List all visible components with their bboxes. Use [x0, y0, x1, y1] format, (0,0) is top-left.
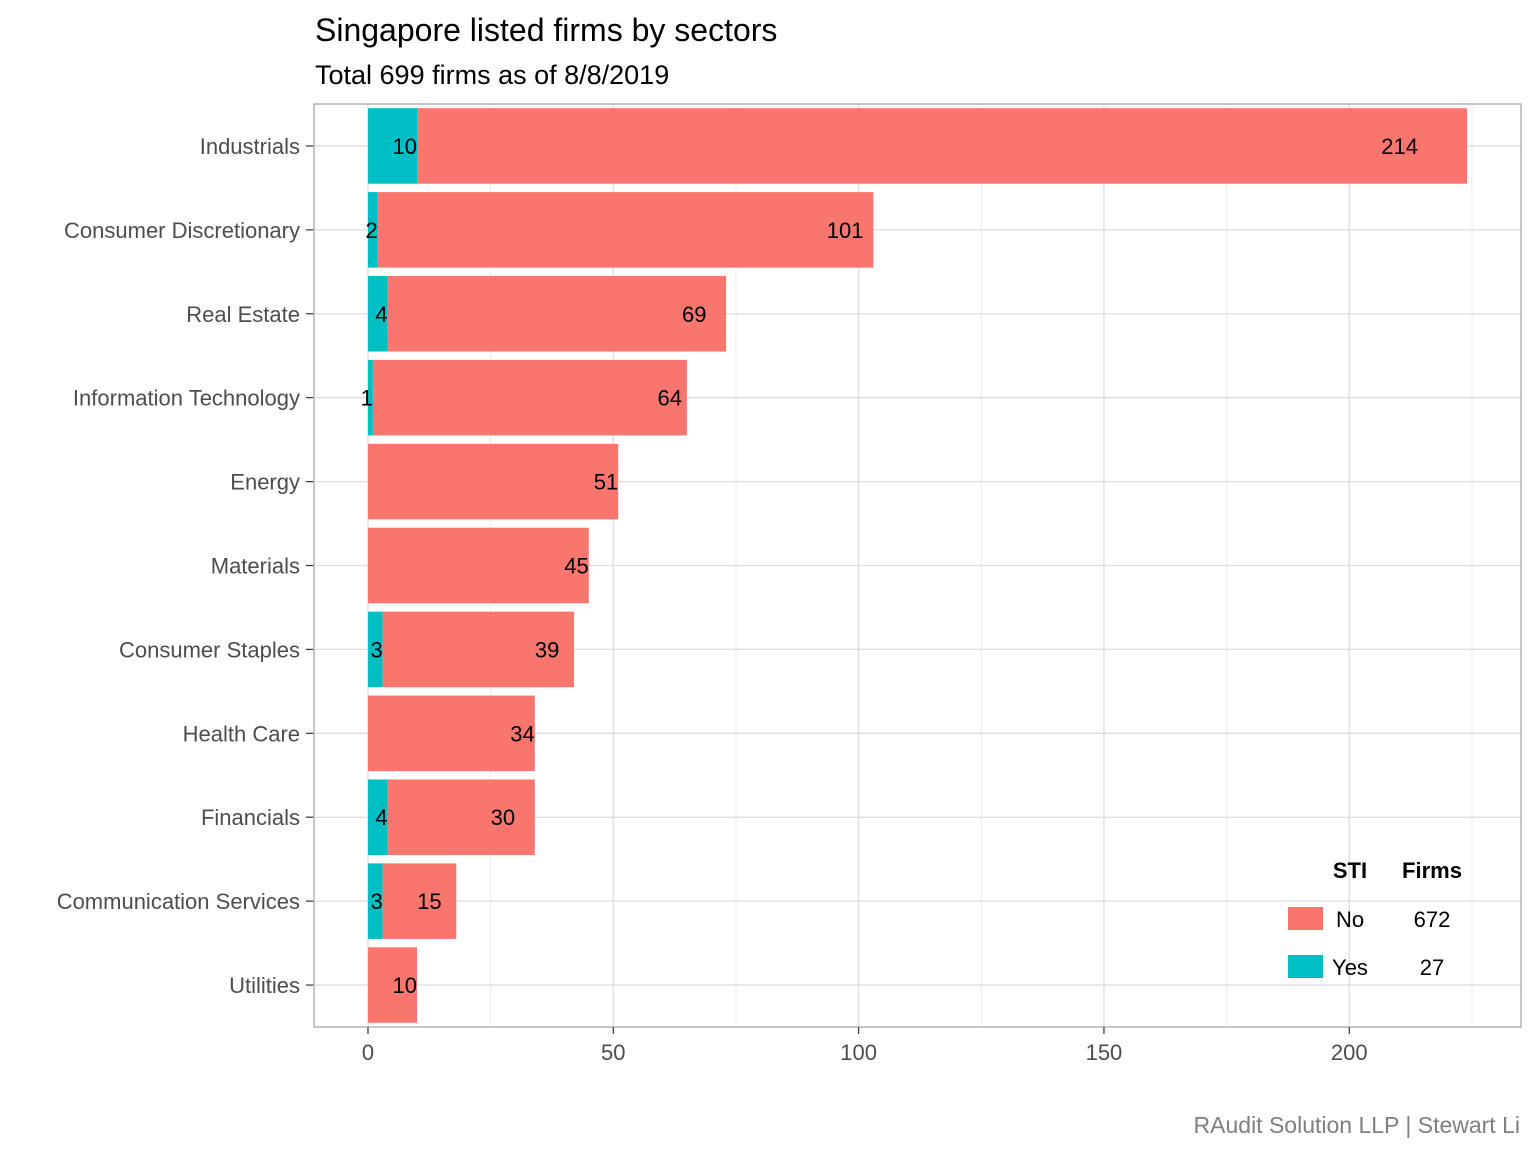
y-tick-label: Information Technology [73, 386, 300, 411]
data-label-yes: 1 [361, 386, 373, 411]
legend-firms: 27 [1420, 955, 1444, 980]
data-label-yes: 3 [370, 889, 382, 914]
legend-label: Yes [1332, 955, 1368, 980]
data-label-no: 15 [417, 889, 441, 914]
bar-no [387, 779, 535, 855]
bar-no [382, 863, 457, 939]
panel-border [313, 103, 1522, 1028]
data-label-yes: 4 [375, 302, 387, 327]
y-tick-label: Energy [230, 470, 300, 495]
bar-no [377, 192, 874, 268]
legend-firms: 672 [1414, 907, 1451, 932]
legend-key [1288, 907, 1323, 930]
bar-no [387, 276, 727, 352]
data-label-yes: 4 [375, 805, 387, 830]
chart-title: Singapore listed firms by sectors [315, 12, 777, 48]
data-label-yes: 10 [393, 134, 417, 159]
bar-yes [367, 359, 373, 436]
y-tick-label: Financials [201, 805, 300, 830]
bar-no [382, 611, 575, 688]
bar-yes [367, 108, 418, 184]
x-tick-label: 50 [601, 1040, 625, 1065]
y-tick-label: Consumer Discretionary [64, 218, 300, 243]
data-label-no: 45 [564, 554, 588, 579]
data-label-no: 30 [491, 805, 515, 830]
chart-caption: RAudit Solution LLP | Stewart Li [1194, 1112, 1520, 1138]
y-tick-label: Real Estate [186, 302, 300, 327]
data-label-no: 64 [658, 386, 682, 411]
data-label-no: 214 [1381, 134, 1418, 159]
bar-no [367, 947, 418, 1023]
bar-no [367, 527, 589, 604]
data-label-yes: 2 [366, 218, 378, 243]
y-tick-label: Communication Services [57, 889, 300, 914]
x-tick-label: 200 [1331, 1040, 1368, 1065]
legend: STI Firms No 672 Yes 27 [1288, 858, 1462, 980]
chart-subtitle: Total 699 firms as of 8/8/2019 [315, 60, 669, 90]
x-tick-label: 150 [1086, 1040, 1123, 1065]
y-tick-label: Consumer Staples [119, 637, 300, 662]
bar-yes [367, 276, 388, 352]
x-tick-label: 100 [840, 1040, 877, 1065]
bar-no [372, 359, 687, 436]
legend-header-sti: STI [1333, 858, 1367, 883]
data-label-no: 51 [594, 470, 618, 495]
data-label-no: 69 [682, 302, 706, 327]
bar-yes [367, 611, 383, 688]
data-label-no: 10 [393, 973, 417, 998]
legend-label: No [1336, 907, 1364, 932]
y-tick-label: Utilities [229, 973, 300, 998]
x-tick-label: 0 [362, 1040, 374, 1065]
bar-yes [367, 779, 388, 855]
bar-yes [367, 192, 378, 268]
bar-no [417, 108, 1468, 184]
bar-no [367, 443, 619, 520]
data-label-no: 101 [827, 218, 864, 243]
bar-yes [367, 863, 383, 939]
data-label-no: 34 [510, 721, 534, 746]
legend-key [1288, 955, 1323, 978]
y-tick-label: Materials [211, 554, 300, 579]
legend-header-firms: Firms [1402, 858, 1462, 883]
data-label-yes: 3 [370, 637, 382, 662]
y-tick-label: Industrials [200, 134, 300, 159]
y-tick-label: Health Care [183, 721, 300, 746]
data-label-no: 39 [535, 637, 559, 662]
bar-no [367, 695, 535, 772]
